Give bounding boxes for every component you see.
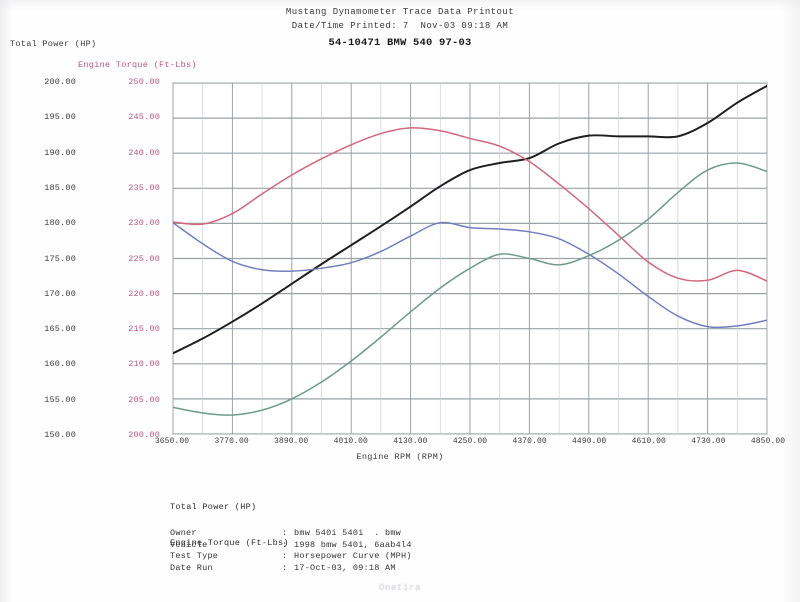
rpm-axis-tick-label: 4610.00 (631, 437, 666, 446)
rpm-axis-tick-label: 4730.00 (691, 437, 726, 446)
rpm-axis-tick-row: 3650.00 3770.00 3890.00 4010.00 4130.00 4250.… (155, 437, 785, 449)
power-axis-tick-label: 165.00 (44, 324, 76, 335)
torque-axis-tick-label: 210.00 (128, 359, 160, 370)
printout-title: Mustang Dynamometer Trace Data Printout (285, 7, 515, 17)
info-row-value: Horsepower Curve (MPH) (294, 551, 412, 561)
printout-datetime: Date/Time Printed: 7 Nov-03 09:18 AM (291, 21, 509, 31)
info-row: Vehicle:1998 bmw 540i, 6aab4l4 (170, 540, 412, 552)
power-axis-tick-label: 185.00 (44, 182, 76, 193)
info-row-separator: : (282, 539, 288, 550)
plot-traces (173, 84, 767, 416)
info-row: Test Type: Horsepower Curve (MPH) (170, 551, 412, 563)
power-axis-tick-label: 170.00 (44, 288, 76, 299)
power-axis-tick-label: 155.00 (44, 394, 76, 405)
rpm-axis-tick-label: 3770.00 (214, 437, 249, 446)
trace-line (173, 162, 767, 416)
trace-line (173, 127, 767, 282)
trace-line (173, 221, 767, 329)
rpm-axis-tick-label: 4490.00 (572, 437, 607, 446)
rpm-axis-tick-label: 3890.00 (274, 437, 309, 446)
info-row-label: Vehicle (170, 539, 208, 550)
info-row: Date Run:17-Oct-03, 09:18 AM (170, 563, 412, 575)
power-axis-tick-label: 195.00 (44, 112, 76, 123)
torque-axis-tick-label: 215.00 (128, 324, 160, 335)
plot-gridlines (173, 83, 767, 434)
chart-legend: Total Power (HP) Engine Torque (Ft-Lbs) (170, 477, 289, 573)
legend-item-torque: Engine Torque (Ft-Lbs) (170, 538, 289, 548)
rpm-axis-tick-label: 4370.00 (512, 437, 547, 446)
power-axis-tick-label: 180.00 (44, 218, 76, 229)
rpm-axis-tick-label: 4250.00 (452, 437, 488, 446)
torque-axis-tick-label: 235.00 (128, 182, 160, 193)
torque-axis-tick-label: 245.00 (128, 112, 160, 123)
torque-axis-tick-label: 200.00 (128, 430, 160, 440)
printout-vehicle-id: 54-10471 BMW 540 97-03 (328, 37, 472, 49)
info-row: Owner: bmw 540i 540i . bmw (170, 528, 412, 540)
dyno-plot-area (172, 82, 768, 435)
left-axis-caption: Total Power (HP) (10, 39, 97, 49)
x-axis-title: Engine RPM (RPM) (356, 452, 444, 462)
info-row-separator: : (282, 528, 288, 538)
torque-axis-tick-label: 250.00 (128, 77, 160, 87)
torque-axis-tick-label: 230.00 (128, 218, 160, 229)
page-watermark: Onetira (378, 583, 421, 593)
torque-axis-tick-label: 220.00 (128, 288, 160, 299)
info-row-value: bmw 540i 540i . bmw (294, 528, 402, 538)
power-axis-tick-label: 175.00 (44, 253, 76, 264)
torque-axis-tick-label: 205.00 (128, 394, 160, 405)
info-row-value: 1998 bmw 540i, 6aab4l4 (294, 539, 412, 550)
power-axis-tick-label: 150.00 (44, 430, 76, 440)
legend-item-power: Total Power (HP) (170, 502, 257, 512)
info-row-separator: : (282, 562, 288, 573)
info-row-separator: : (282, 551, 288, 561)
info-row-value: 17-Oct-03, 09:18 AM (294, 562, 396, 573)
run-info-table: Owner: bmw 540i 540i . bmw Vehicle:1998 bm… (170, 528, 412, 574)
info-row-label: Test Type (170, 551, 219, 561)
power-axis-tick-label: 160.00 (44, 359, 76, 370)
power-axis-tick-label: 200.00 (44, 77, 76, 87)
right-axis-caption: Engine Torque (Ft-Lbs) (78, 60, 197, 70)
info-row-label: Date Run (170, 562, 213, 573)
rpm-axis-tick-label: 4850.00 (750, 437, 786, 446)
power-axis-tick-label: 190.00 (44, 147, 76, 158)
torque-axis-tick-label: 225.00 (128, 253, 160, 264)
rpm-axis-tick-label: 4010.00 (333, 437, 368, 446)
rpm-axis-tick-label: 3650.00 (154, 437, 190, 446)
torque-axis-tick-label: 240.00 (128, 147, 160, 158)
trace-line (173, 84, 767, 355)
info-row-label: Owner (170, 528, 197, 538)
rpm-axis-tick-label: 4130.00 (393, 437, 428, 446)
